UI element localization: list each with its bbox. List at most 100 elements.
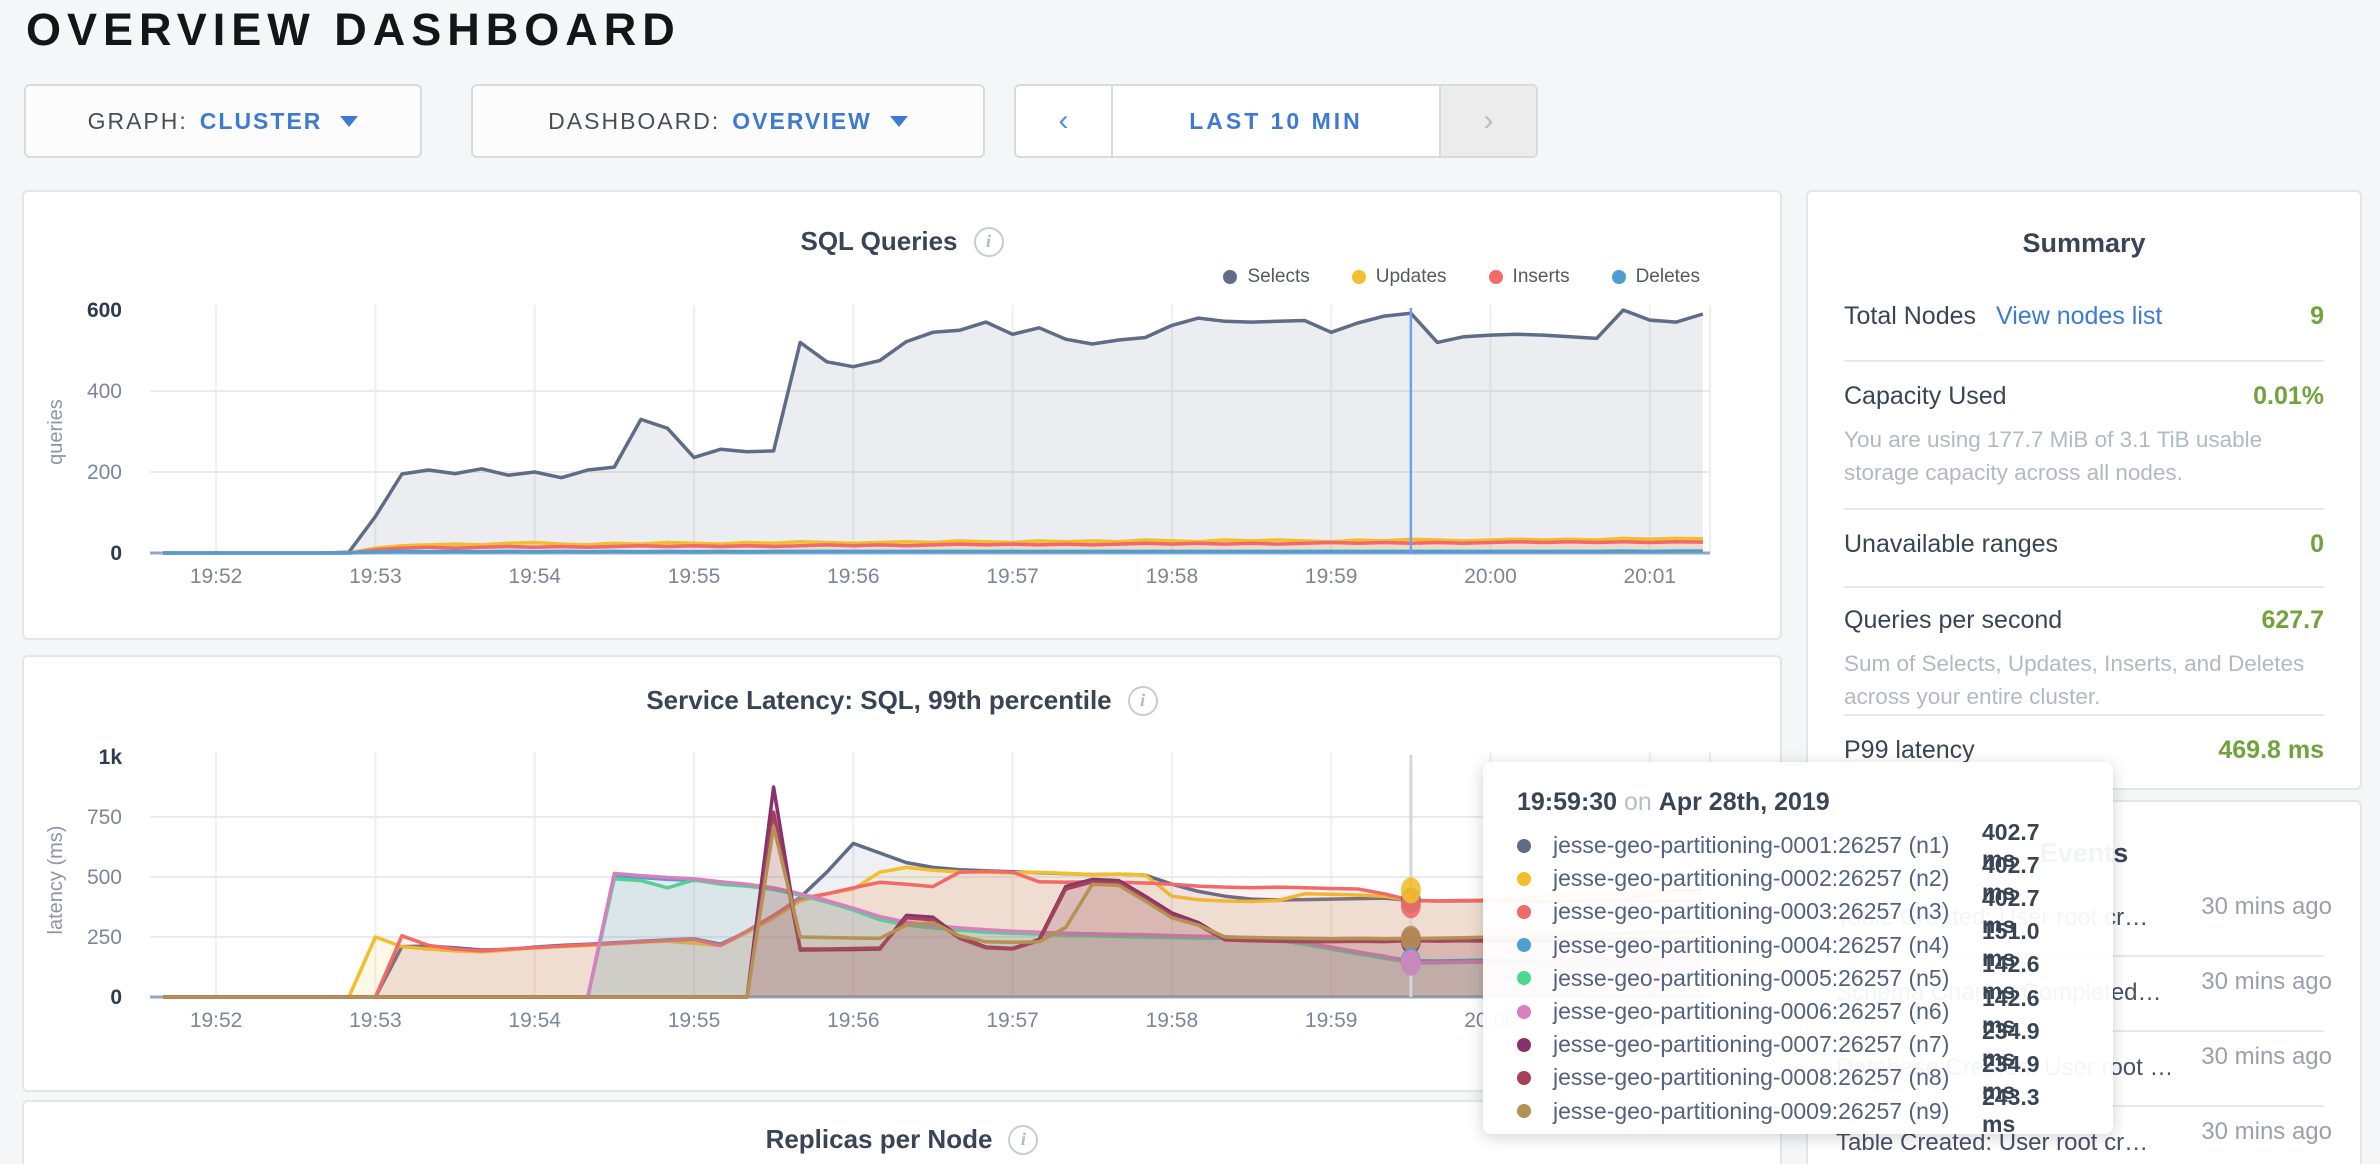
tooltip-node-name: jesse-geo-partitioning-0006:26257 (n6)	[1553, 998, 1950, 1025]
legend-item-inserts[interactable]: Inserts	[1488, 266, 1570, 288]
legend-label: Updates	[1375, 266, 1447, 287]
svg-text:19:58: 19:58	[1146, 1009, 1199, 1032]
dashboard-dropdown-label: DASHBOARD:	[548, 107, 721, 134]
tooltip-node-name: jesse-geo-partitioning-0003:26257 (n3)	[1553, 898, 1950, 925]
legend-dot	[1611, 270, 1626, 284]
info-icon[interactable]: i	[1008, 1124, 1039, 1155]
tooltip-row: jesse-geo-partitioning-0009:26257 (n9) 24…	[1517, 1084, 2079, 1137]
svg-text:0: 0	[110, 542, 122, 565]
svg-text:latency (ms): latency (ms)	[45, 826, 67, 935]
service-latency-chart[interactable]: 1k 750 500 250 0 19:52 19:53 19:54 19:55 19:56 19:…	[24, 657, 1780, 1090]
graph-dropdown-value: CLUSTER	[199, 107, 323, 134]
legend-dot	[1488, 270, 1503, 284]
svg-text:19:57: 19:57	[986, 1009, 1039, 1032]
info-icon[interactable]: i	[1127, 685, 1158, 716]
time-range-prev-button[interactable]: ‹	[1016, 86, 1113, 156]
tooltip-date: Apr 28th, 2019	[1658, 788, 1830, 816]
svg-text:19:52: 19:52	[190, 565, 243, 588]
p99-latency-value: 469.8 ms	[2218, 736, 2324, 764]
queries-per-second-value: 627.7	[2261, 606, 2324, 634]
summary-row-unavailable-ranges: Unavailable ranges 0	[1844, 530, 2324, 559]
tooltip-header: 19:59:30 on Apr 28th, 2019	[1517, 788, 2079, 817]
tooltip-node-name: jesse-geo-partitioning-0002:26257 (n2)	[1553, 865, 1950, 892]
svg-text:0: 0	[110, 986, 122, 1009]
svg-text:19:53: 19:53	[349, 565, 402, 588]
svg-text:250: 250	[87, 926, 122, 949]
tooltip-node-value: 402.7 ms	[1982, 884, 2040, 938]
tooltip-row: jesse-geo-partitioning-0002:26257 (n2) 40…	[1517, 852, 2079, 905]
legend-label: Deletes	[1635, 266, 1700, 287]
tooltip-row: jesse-geo-partitioning-0004:26257 (n4) 15…	[1517, 918, 2079, 971]
event-timestamp: 30 mins ago	[2201, 968, 2332, 995]
legend-label: Inserts	[1512, 266, 1570, 287]
tooltip-node-value: 142.6 ms	[1982, 951, 2040, 1005]
summary-row-qps: Queries per second 627.7	[1844, 606, 2324, 635]
dashboard-dropdown[interactable]: DASHBOARD: OVERVIEW	[471, 84, 985, 158]
dashboard-dropdown-value: OVERVIEW	[732, 107, 872, 134]
svg-text:20:00: 20:00	[1464, 565, 1517, 588]
tooltip-row: jesse-geo-partitioning-0005:26257 (n5) 14…	[1517, 951, 2079, 1004]
divider	[1844, 714, 2324, 716]
svg-text:19:55: 19:55	[668, 565, 721, 588]
tooltip-row: jesse-geo-partitioning-0008:26257 (n8) 23…	[1517, 1051, 2079, 1104]
info-icon[interactable]: i	[973, 226, 1004, 257]
tooltip-on: on	[1624, 788, 1659, 816]
view-nodes-list-link[interactable]: View nodes list	[1996, 302, 2163, 330]
svg-text:19:56: 19:56	[827, 1009, 880, 1032]
svg-text:19:54: 19:54	[508, 565, 561, 588]
tooltip-node-name: jesse-geo-partitioning-0001:26257 (n1)	[1553, 832, 1950, 859]
graph-dropdown[interactable]: GRAPH: CLUSTER	[24, 84, 422, 158]
chevron-down-icon	[889, 115, 908, 127]
tooltip-time: 19:59:30	[1517, 788, 1618, 816]
divider	[1844, 508, 2324, 510]
tooltip-node-name: jesse-geo-partitioning-0007:26257 (n7)	[1553, 1031, 1950, 1058]
divider	[1844, 360, 2324, 362]
summary-row-total-nodes: Total Nodes View nodes list 9	[1844, 302, 2324, 331]
legend-item-selects[interactable]: Selects	[1223, 266, 1310, 288]
series-color-dot	[1517, 938, 1531, 953]
capacity-used-value: 0.01%	[2253, 382, 2324, 410]
time-range-next-button[interactable]: ›	[1439, 86, 1536, 156]
service-latency-panel: Service Latency: SQL, 99th percentile i …	[22, 655, 1782, 1092]
capacity-used-description: You are using 177.7 MiB of 3.1 TiB usabl…	[1844, 427, 2263, 485]
tooltip-node-value: 142.6 ms	[1982, 984, 2040, 1038]
series-color-dot	[1517, 904, 1531, 919]
page-title: OVERVIEW DASHBOARD	[26, 4, 681, 55]
tooltip-node-value: 151.0 ms	[1982, 918, 2040, 972]
chart-hover-tooltip: 19:59:30 on Apr 28th, 2019 jesse-geo-par…	[1483, 762, 2113, 1137]
tooltip-node-name: jesse-geo-partitioning-0009:26257 (n9)	[1553, 1097, 1950, 1124]
event-timestamp: 30 mins ago	[2201, 1118, 2332, 1145]
tooltip-node-value: 234.9 ms	[1982, 1017, 2040, 1071]
legend-dot	[1351, 270, 1366, 284]
sql-queries-title: SQL Queries	[800, 226, 958, 256]
event-timestamp: 30 mins ago	[2201, 1043, 2332, 1070]
svg-text:750: 750	[87, 806, 122, 829]
total-nodes-label: Total Nodes	[1844, 302, 1977, 330]
legend-dot	[1223, 270, 1238, 284]
sql-queries-panel: SQL Queries i Selects Updates Inserts Delet…	[22, 190, 1782, 640]
sql-queries-chart[interactable]: 600 400 200 0 19:52 19:53 19:54 19:55 19:56 19:57…	[24, 192, 1780, 638]
total-nodes-value: 9	[2310, 302, 2324, 330]
svg-text:1k: 1k	[99, 746, 123, 769]
svg-text:19:55: 19:55	[668, 1009, 721, 1032]
tooltip-row: jesse-geo-partitioning-0001:26257 (n1) 40…	[1517, 819, 2079, 872]
svg-text:19:54: 19:54	[508, 1009, 561, 1032]
qps-description: Sum of Selects, Updates, Inserts, and De…	[1844, 651, 2305, 709]
svg-text:19:57: 19:57	[986, 565, 1039, 588]
time-range-selector: ‹ LAST 10 MIN ›	[1014, 84, 1538, 158]
svg-text:19:53: 19:53	[349, 1009, 402, 1032]
svg-text:600: 600	[87, 299, 122, 322]
series-color-dot	[1517, 1004, 1531, 1019]
sql-queries-legend: Selects Updates Inserts Deletes	[1223, 266, 1700, 288]
legend-item-deletes[interactable]: Deletes	[1611, 266, 1700, 288]
svg-text:19:58: 19:58	[1146, 565, 1199, 588]
tooltip-node-value: 402.7 ms	[1982, 851, 2040, 905]
summary-panel: Summary Total Nodes View nodes list 9 Ca…	[1806, 190, 2362, 790]
time-range-label[interactable]: LAST 10 MIN	[1113, 86, 1439, 156]
summary-header: Summary	[2022, 228, 2146, 258]
svg-text:19:56: 19:56	[827, 565, 880, 588]
svg-text:20:01: 20:01	[1624, 565, 1677, 588]
series-color-dot	[1517, 971, 1531, 986]
legend-item-updates[interactable]: Updates	[1351, 266, 1447, 288]
